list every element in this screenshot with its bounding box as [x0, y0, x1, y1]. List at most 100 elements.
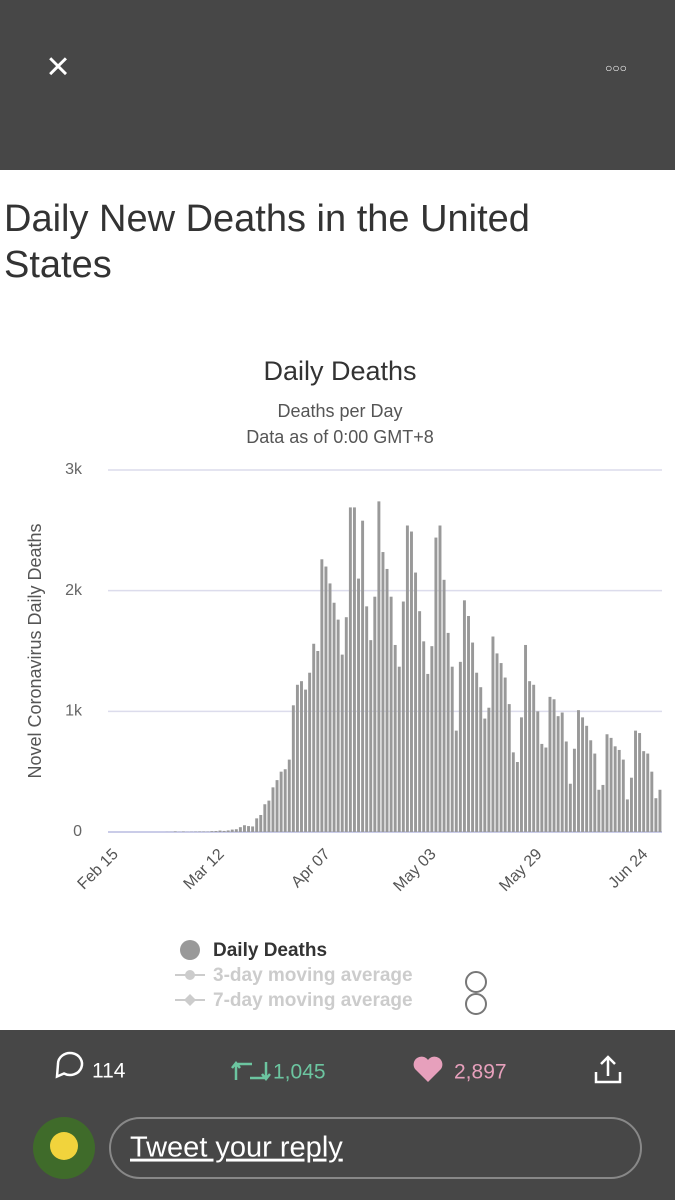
bar — [577, 710, 580, 832]
bar — [654, 798, 658, 832]
top-bar — [0, 0, 675, 170]
like-count: 2,897 — [454, 1061, 507, 1084]
bar — [340, 654, 344, 832]
bar — [593, 753, 597, 832]
bar — [528, 681, 532, 832]
bar — [601, 784, 605, 832]
bar — [515, 762, 519, 832]
bar — [479, 687, 483, 832]
bar — [658, 789, 662, 832]
bar — [499, 663, 503, 832]
bar — [650, 771, 654, 832]
bar — [544, 747, 548, 832]
reply-placeholder: Tweet your reply — [130, 1132, 343, 1164]
bar — [422, 641, 426, 832]
bar — [442, 579, 446, 832]
bar — [446, 632, 450, 832]
bar — [357, 578, 360, 832]
bar — [536, 711, 540, 832]
bar — [295, 684, 299, 832]
legend-marker — [184, 994, 196, 1006]
bar — [230, 829, 234, 832]
bar — [242, 825, 246, 832]
bar — [581, 717, 585, 832]
bar — [271, 787, 275, 832]
bar — [524, 644, 528, 832]
bar — [638, 733, 642, 832]
bottom-bar — [0, 1030, 675, 1200]
share-icon[interactable] — [594, 1055, 622, 1084]
reply-icon[interactable] — [55, 1051, 84, 1079]
bar — [414, 572, 418, 832]
reply-input[interactable] — [109, 1117, 642, 1179]
bar — [418, 611, 422, 832]
close-button[interactable]: × — [46, 45, 69, 89]
bar — [556, 716, 560, 832]
bar — [434, 537, 438, 832]
x-tick-label: May 03 — [390, 846, 439, 895]
bar — [275, 780, 279, 832]
chart-title: Daily Deaths — [263, 356, 416, 386]
bar — [609, 737, 613, 832]
x-tick-label: Apr 07 — [288, 846, 333, 891]
bar — [247, 826, 251, 832]
bar — [308, 672, 312, 832]
bar — [532, 684, 536, 832]
bar — [503, 677, 507, 832]
bar — [222, 830, 226, 832]
bar — [324, 566, 328, 832]
bar — [291, 705, 295, 832]
bar — [328, 583, 332, 832]
legend-label: Daily Deaths — [213, 940, 327, 961]
bar — [585, 725, 589, 832]
bar — [279, 771, 283, 832]
bar — [238, 827, 242, 832]
bar — [564, 741, 568, 832]
bar — [287, 759, 291, 832]
legend-marker[interactable] — [180, 940, 200, 960]
bar — [642, 751, 646, 832]
bar — [369, 640, 373, 832]
bar — [483, 718, 487, 832]
bar — [259, 814, 263, 832]
bar — [646, 753, 650, 832]
bar — [336, 619, 340, 832]
toggle-icon — [465, 971, 487, 993]
bar — [263, 804, 267, 832]
bar — [214, 831, 218, 832]
bar — [397, 666, 401, 832]
bar — [267, 800, 271, 832]
bar — [491, 636, 495, 832]
article-title: Daily New Deaths in the United States — [4, 198, 530, 286]
y-tick-label: 1k — [65, 703, 83, 720]
bar — [410, 531, 413, 832]
bar — [462, 600, 466, 832]
bar — [173, 831, 177, 832]
bar — [634, 730, 637, 832]
legend-label: 7-day moving average — [213, 990, 413, 1011]
bar — [467, 616, 470, 832]
y-tick-label: 0 — [73, 823, 82, 840]
like-icon[interactable] — [413, 1056, 443, 1082]
bar — [495, 653, 499, 832]
bar — [568, 783, 572, 832]
bar — [377, 501, 381, 832]
bar — [373, 596, 377, 832]
retweet-icon[interactable] — [231, 1060, 271, 1082]
bar — [255, 818, 259, 832]
bar — [519, 717, 523, 832]
bar — [348, 507, 352, 832]
bar — [471, 642, 475, 832]
bar — [560, 712, 564, 832]
avatar-flower — [50, 1132, 78, 1160]
bar — [597, 789, 601, 832]
bar — [316, 651, 320, 832]
reply-count: 114 — [92, 1060, 126, 1083]
more-button[interactable]: ○○○ — [605, 61, 627, 75]
x-tick-label: Mar 12 — [181, 846, 228, 893]
bar — [540, 743, 544, 832]
bar — [381, 552, 385, 832]
bar — [552, 699, 556, 832]
bar — [426, 673, 430, 832]
